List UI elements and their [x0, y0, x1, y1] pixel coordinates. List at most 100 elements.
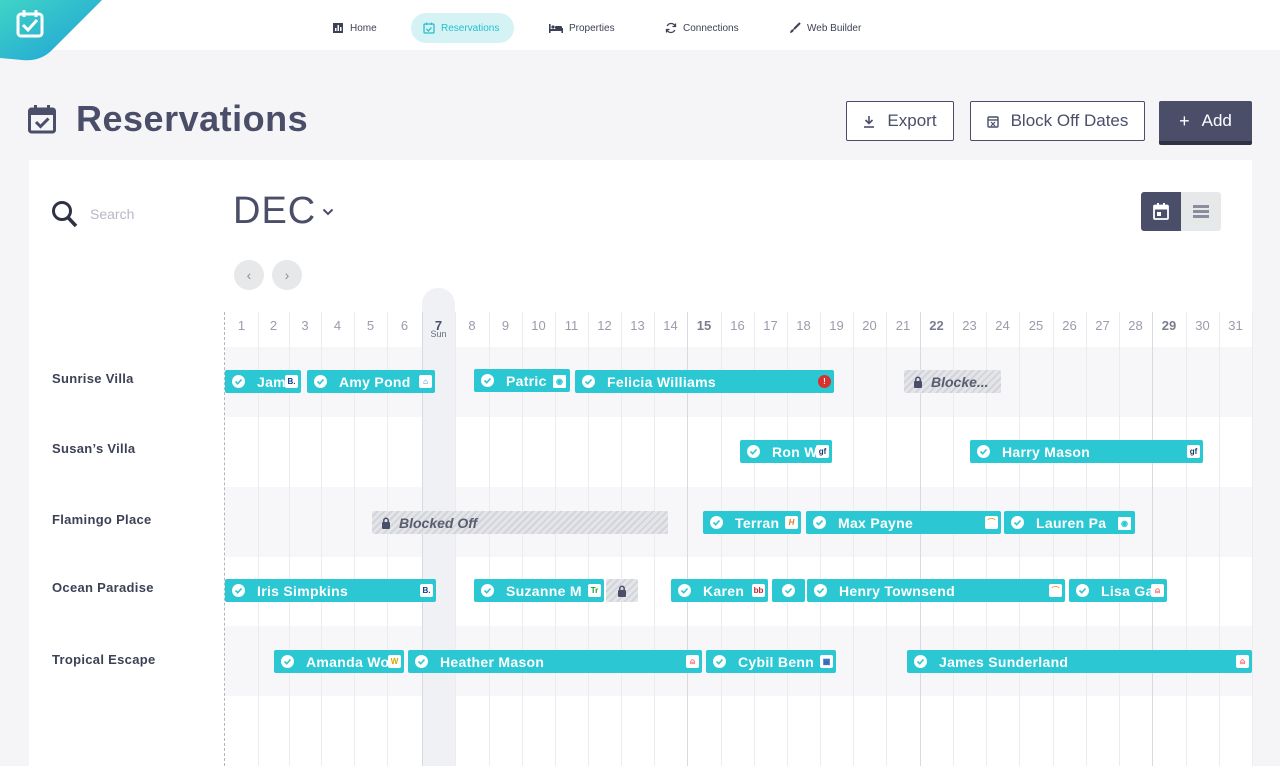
reservation-bar[interactable]	[772, 579, 805, 602]
channel-b-icon: B.	[285, 375, 298, 388]
channel-gf-icon: gf	[1187, 445, 1200, 458]
prev-month-button[interactable]: ‹	[234, 260, 264, 290]
search-icon	[52, 201, 78, 228]
guest-name: Henry Townsend	[839, 582, 955, 599]
reservation-bar[interactable]: Jam B.	[225, 370, 301, 393]
nav-web-builder-label: Web Builder	[807, 22, 862, 34]
reservation-bar[interactable]: Amy Pond ⌂	[307, 370, 435, 393]
reservation-bar[interactable]: Karen bb	[671, 579, 768, 602]
check-circle-icon	[281, 655, 294, 668]
day-header: 22	[929, 318, 944, 333]
reservation-bar[interactable]: Suzanne M Tr	[474, 579, 604, 602]
day-gridline	[1086, 312, 1087, 766]
day-gridline	[820, 312, 821, 766]
nav-properties[interactable]: Properties	[537, 13, 627, 43]
bed-icon	[549, 24, 563, 33]
add-button[interactable]: + Add	[1159, 101, 1252, 145]
calendar-x-icon	[986, 115, 999, 128]
day-header: 27	[1095, 318, 1110, 333]
reservation-bar[interactable]: Harry Mason gf	[970, 440, 1203, 463]
lock-icon	[381, 516, 391, 534]
guest-name: Patric	[506, 372, 547, 389]
guest-name: Felicia Williams	[607, 373, 716, 390]
calendar-view-button[interactable]	[1141, 192, 1181, 231]
day-header: 6	[400, 318, 409, 333]
reservation-bar[interactable]: Lisa Ga ⍝	[1069, 579, 1167, 602]
day-header: 10	[531, 318, 546, 333]
reservation-bar[interactable]: Henry Townsend ⌒	[807, 579, 1065, 602]
month-selector[interactable]: DEC	[233, 190, 334, 233]
property-name: Tropical Escape	[52, 652, 156, 667]
brush-icon	[790, 22, 801, 33]
day-gridline	[953, 312, 954, 766]
day-gridline	[1019, 312, 1020, 766]
day-gridline	[522, 312, 523, 766]
property-name: Susan’s Villa	[52, 441, 136, 456]
reservation-bar[interactable]: Felicia Williams!	[575, 370, 834, 393]
reservation-bar[interactable]: Max Payne ⌒	[806, 511, 1001, 534]
chevron-down-icon	[323, 208, 334, 215]
guest-name: Jam	[257, 373, 286, 390]
top-nav-bar: Home Reservations Properties Connections…	[0, 0, 1280, 61]
day-gridline	[1252, 312, 1253, 766]
guest-name: Karen	[703, 582, 745, 599]
day-gridline	[455, 312, 456, 766]
plus-icon: +	[1179, 110, 1190, 131]
guest-name: Lauren Pa	[1036, 514, 1107, 531]
reservation-bar[interactable]: Heather Mason ⍝	[408, 650, 702, 673]
blocked-off-bar[interactable]: Blocked Off	[372, 511, 668, 534]
day-gridline	[853, 312, 854, 766]
block-off-dates-button[interactable]: Block Off Dates	[970, 101, 1145, 141]
day-header: 14	[663, 318, 678, 333]
nav-home[interactable]: Home	[320, 13, 389, 43]
reservation-bar[interactable]: Lauren Pa ◉	[1004, 511, 1135, 534]
check-circle-icon	[582, 375, 595, 388]
blocked-off-bar[interactable]: Blocke...	[904, 370, 1001, 393]
check-circle-icon	[977, 445, 990, 458]
reservation-bar[interactable]: Amanda Wo W	[274, 650, 404, 673]
export-button[interactable]: Export	[846, 101, 954, 141]
app-logo[interactable]	[0, 0, 105, 62]
property-name: Sunrise Villa	[52, 371, 134, 386]
day-header: 24	[995, 318, 1010, 333]
channel-ha-icon: ⌒	[1049, 584, 1062, 597]
search-box[interactable]: Search	[51, 200, 134, 228]
day-header: 30	[1195, 318, 1210, 333]
check-circle-icon	[782, 584, 795, 597]
day-gridline	[1152, 312, 1153, 766]
day-header: 21	[895, 318, 911, 333]
nav-properties-label: Properties	[569, 22, 615, 34]
calendar-icon	[1153, 203, 1169, 220]
check-circle-icon	[678, 584, 691, 597]
nav-web-builder[interactable]: Web Builder	[777, 13, 873, 43]
day-header: 9	[501, 318, 510, 333]
check-circle-icon	[813, 516, 826, 529]
channel-ab-icon: ⍝	[1236, 655, 1249, 668]
nav-reservations[interactable]: Reservations	[411, 13, 514, 43]
check-circle-icon	[1011, 516, 1024, 529]
reservation-bar[interactable]: Terran H	[703, 511, 801, 534]
day-header: 13	[630, 318, 645, 333]
guest-name: Cybil Benn	[738, 653, 815, 670]
day-gridline	[1119, 312, 1120, 766]
check-circle-icon	[710, 516, 723, 529]
guest-name: Harry Mason	[1002, 443, 1091, 460]
reservation-bar[interactable]: Patric ◉	[474, 369, 570, 392]
reservation-bar[interactable]: Cybil Benn ▦	[706, 650, 836, 673]
refresh-icon	[665, 22, 677, 34]
page-header: Reservations	[28, 98, 308, 140]
reservation-bar[interactable]: James Sunderland ⍝	[907, 650, 1252, 673]
next-month-button[interactable]: ›	[272, 260, 302, 290]
reservation-bar[interactable]: Iris Simpkins B.	[225, 579, 436, 602]
list-view-button[interactable]	[1181, 192, 1221, 231]
property-name: Flamingo Place	[52, 512, 152, 527]
check-circle-icon	[1076, 584, 1089, 597]
channel-gf-icon: gf	[816, 445, 829, 458]
nav-connections[interactable]: Connections	[653, 13, 751, 43]
channel-ab-icon: ⍝	[1151, 584, 1164, 597]
blocked-off-bar[interactable]	[606, 579, 638, 602]
day-header: 15	[696, 318, 712, 333]
search-input[interactable]: Search	[90, 206, 135, 222]
day-header: 8	[468, 318, 476, 333]
